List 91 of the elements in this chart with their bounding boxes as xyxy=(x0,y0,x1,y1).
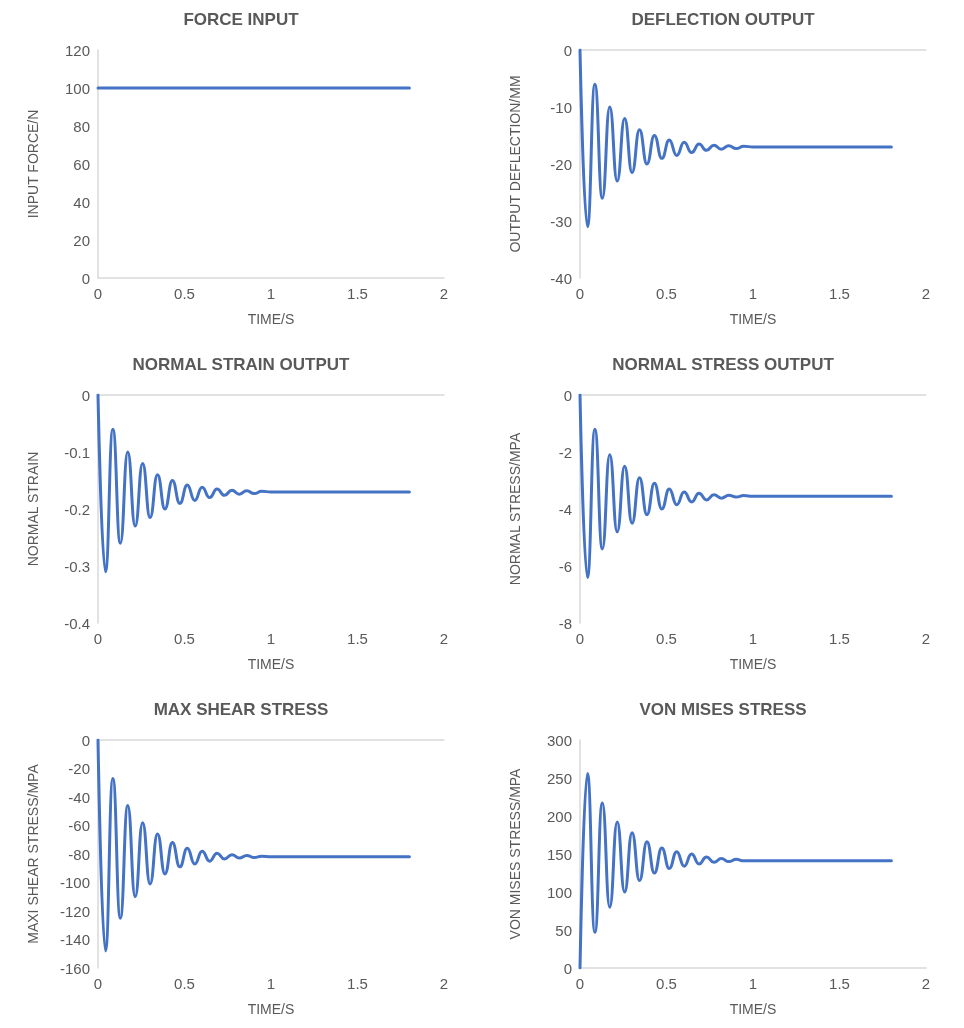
y-tick-label: -20 xyxy=(68,760,90,777)
x-tick-label: 2 xyxy=(921,285,931,302)
y-tick-label: 0 xyxy=(81,386,90,404)
x-tick-label: 1.5 xyxy=(829,285,850,302)
x-axis-title: TIME/S xyxy=(729,1001,777,1017)
x-tick-label: 1 xyxy=(266,285,276,302)
y-tick-label: -140 xyxy=(59,931,90,948)
x-tick-label: 2 xyxy=(921,975,931,992)
y-tick-label: -160 xyxy=(59,959,90,977)
x-tick-label: 0 xyxy=(93,975,103,992)
y-tick-label: 100 xyxy=(64,79,90,97)
x-tick-label: 1.5 xyxy=(829,975,850,992)
x-tick-label: 1.5 xyxy=(347,285,368,302)
y-axis-title: NORMAL STRAIN xyxy=(25,451,41,567)
line-series xyxy=(578,771,893,970)
y-tick-label: -30 xyxy=(550,212,572,230)
x-tick-label: 2 xyxy=(439,285,449,302)
x-tick-label: 0 xyxy=(93,285,103,302)
x-tick-label: 1.5 xyxy=(347,975,368,992)
chart-title: MAX SHEAR STRESS xyxy=(153,700,329,719)
chart-title: NORMAL STRAIN OUTPUT xyxy=(132,355,351,374)
x-axis-title: TIME/S xyxy=(247,656,295,672)
x-tick-label: 0 xyxy=(575,630,585,647)
line-series xyxy=(96,393,411,574)
y-tick-label: -0.4 xyxy=(64,614,90,632)
x-tick-label: 1 xyxy=(266,975,276,992)
y-tick-label: -120 xyxy=(59,902,90,920)
y-tick-label: 50 xyxy=(555,921,572,939)
y-tick-label: -0.3 xyxy=(64,557,90,575)
y-axis-title: OUTPUT DEFLECTION/MM xyxy=(507,75,523,253)
y-tick-label: 0 xyxy=(563,386,572,404)
y-axis-title: MAXI SHEAR STRESS/MPA xyxy=(25,763,41,944)
x-tick-label: 1.5 xyxy=(347,630,368,647)
y-tick-label: -80 xyxy=(68,845,90,863)
line-series xyxy=(96,738,411,953)
y-tick-label: 0 xyxy=(81,731,90,749)
line-series xyxy=(578,393,893,579)
y-tick-label: 40 xyxy=(73,193,90,211)
y-tick-label: 80 xyxy=(73,117,90,135)
x-axis-title: TIME/S xyxy=(729,311,777,327)
x-tick-label: 1.5 xyxy=(829,630,850,647)
x-tick-label: 0 xyxy=(575,285,585,302)
y-tick-label: 150 xyxy=(546,845,572,863)
y-tick-label: 60 xyxy=(73,155,90,173)
chart-title: NORMAL STRESS OUTPUT xyxy=(612,355,835,374)
y-tick-label: -0.2 xyxy=(64,500,90,518)
x-tick-label: 1 xyxy=(748,630,758,647)
y-tick-label: -20 xyxy=(550,155,572,173)
y-tick-label: -40 xyxy=(68,788,90,806)
y-tick-label: -2 xyxy=(558,443,572,461)
y-tick-label: 200 xyxy=(546,807,572,825)
y-tick-label: -8 xyxy=(558,614,572,632)
y-axis-title: INPUT FORCE/N xyxy=(25,109,41,219)
x-tick-label: 1 xyxy=(748,285,758,302)
x-tick-label: 0.5 xyxy=(656,285,677,302)
y-tick-label: 0 xyxy=(563,41,572,59)
x-tick-label: 2 xyxy=(439,630,449,647)
x-tick-label: 1 xyxy=(748,975,758,992)
y-tick-label: -40 xyxy=(550,269,572,287)
x-tick-label: 0.5 xyxy=(174,975,195,992)
y-tick-label: 120 xyxy=(64,41,90,59)
y-tick-label: 100 xyxy=(546,883,572,901)
x-tick-label: 2 xyxy=(921,630,931,647)
y-axis-title: VON MISES STRESS/MPA xyxy=(507,767,523,940)
x-tick-label: 0.5 xyxy=(174,630,195,647)
y-tick-label: 300 xyxy=(546,731,572,749)
y-tick-label: 250 xyxy=(546,769,572,787)
x-tick-label: 0.5 xyxy=(656,630,677,647)
chart-title: DEFLECTION OUTPUT xyxy=(631,10,816,29)
x-tick-label: 0.5 xyxy=(174,285,195,302)
y-tick-label: -6 xyxy=(558,557,572,575)
x-axis-title: TIME/S xyxy=(247,311,295,327)
x-axis-title: TIME/S xyxy=(247,1001,295,1017)
y-tick-label: 0 xyxy=(81,269,90,287)
y-tick-label: 0 xyxy=(563,959,572,977)
y-axis-title: NORMAL STRESS/MPA xyxy=(507,432,523,586)
y-tick-label: -100 xyxy=(59,874,90,891)
x-axis-title: TIME/S xyxy=(729,656,777,672)
x-tick-label: 0 xyxy=(93,630,103,647)
y-tick-label: -0.1 xyxy=(64,443,90,461)
x-tick-label: 0 xyxy=(575,975,585,992)
y-tick-label: -10 xyxy=(550,98,572,116)
y-tick-label: 20 xyxy=(73,231,90,249)
x-tick-label: 2 xyxy=(439,975,449,992)
y-tick-label: -4 xyxy=(558,500,572,518)
line-series xyxy=(578,48,893,229)
x-tick-label: 0.5 xyxy=(656,975,677,992)
chart-title: VON MISES STRESS xyxy=(639,700,807,719)
x-tick-label: 1 xyxy=(266,630,276,647)
y-tick-label: -60 xyxy=(68,817,90,834)
chart-title: FORCE INPUT xyxy=(183,10,300,29)
